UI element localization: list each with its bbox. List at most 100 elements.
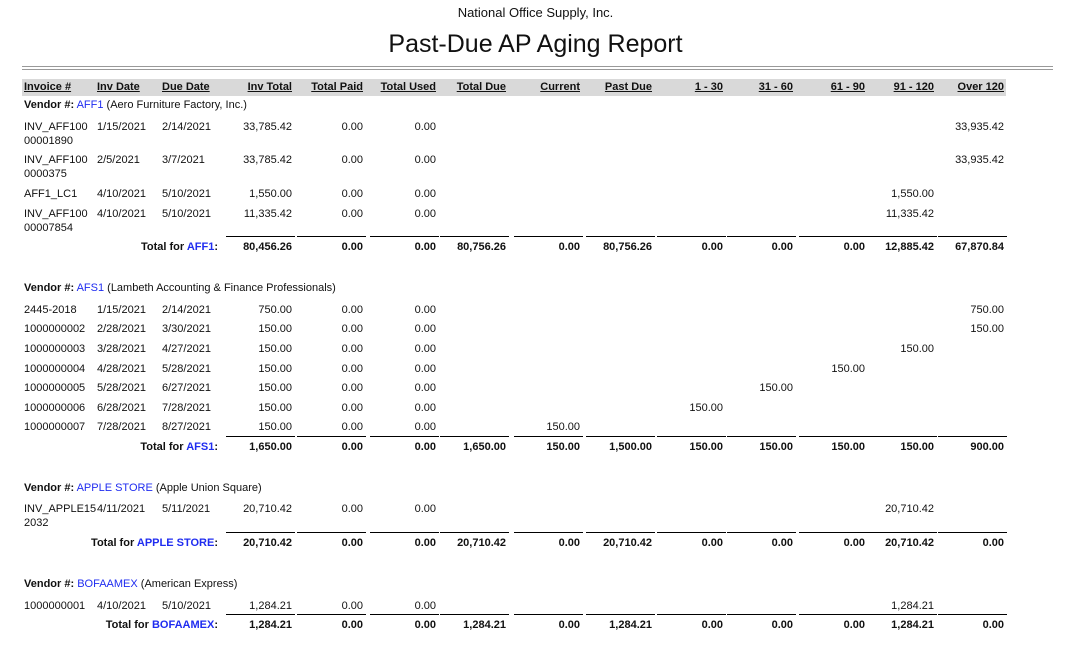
total-value: 0.00 [771, 241, 793, 254]
invoice-number: 1000000006 [24, 401, 86, 414]
vendor-line: Vendor #: APPLE STORE (Apple Union Squar… [24, 481, 262, 495]
total-rule [514, 236, 583, 238]
total-rule [868, 532, 937, 534]
total-suffix: : [214, 241, 218, 254]
cell-value: 4/10/2021 [97, 599, 146, 612]
vendor-label: Vendor #: [24, 481, 75, 494]
invoice-number: 2032 [24, 517, 49, 530]
total-label-text: Total for [105, 619, 149, 632]
vendor-line: Vendor #: AFS1 (Lambeth Accounting & Fin… [24, 281, 336, 295]
total-value: 0.00 [701, 537, 723, 550]
column-header: 91 - 120 [893, 81, 934, 93]
cell-value: 20,710.42 [885, 503, 934, 516]
total-value: 0.00 [701, 241, 723, 254]
invoice-number: 0000375 [24, 168, 67, 181]
total-rule [370, 532, 439, 534]
invoice-number: INV_AFF100 [24, 207, 88, 220]
cell-value: 11,335.42 [885, 207, 934, 220]
cell-value: 5/28/2021 [162, 362, 211, 375]
total-value: 0.00 [414, 537, 436, 550]
total-value: 0.00 [341, 440, 363, 453]
cell-value: 0.00 [341, 421, 363, 434]
header-band [22, 79, 1006, 96]
invoice-number: 2445-2018 [24, 303, 77, 316]
column-header: Inv Total [247, 81, 292, 93]
cell-value: 33,785.42 [243, 154, 292, 167]
total-rule [938, 532, 1007, 534]
column-header: Current [540, 81, 580, 93]
cell-value: 0.00 [341, 207, 363, 220]
invoice-number: 1000000005 [24, 382, 86, 395]
total-label-text: Total for [91, 537, 135, 550]
total-rule [514, 435, 583, 437]
total-value: 20,710.42 [243, 537, 292, 550]
invoice-number: 00001890 [24, 134, 73, 147]
total-rule [586, 614, 655, 616]
cell-value: 0.00 [341, 599, 363, 612]
column-header: Due Date [162, 81, 210, 93]
column-header: Total Used [380, 81, 436, 93]
total-rule [938, 236, 1007, 238]
cell-value: 4/10/2021 [97, 207, 146, 220]
vendor-code: AFF1 [76, 99, 104, 111]
cell-value: 150.00 [258, 323, 292, 336]
cell-value: 150.00 [759, 382, 793, 395]
invoice-number: 1000000004 [24, 362, 86, 375]
total-rule [440, 435, 509, 437]
cell-value: 0.00 [414, 187, 436, 200]
cell-value: 150.00 [258, 342, 292, 355]
cell-value: 8/27/2021 [162, 421, 211, 434]
column-header: Total Paid [311, 81, 363, 93]
total-value: 20,710.42 [885, 537, 934, 550]
total-rule [727, 532, 796, 534]
total-label-text: Total for [140, 241, 185, 254]
total-value: 900.00 [970, 440, 1004, 453]
total-rule [799, 532, 868, 534]
vendor-line: Vendor #: BOFAAMEX (American Express) [24, 577, 237, 591]
total-rule [370, 614, 439, 616]
total-value: 0.00 [414, 241, 436, 254]
total-rule [938, 435, 1007, 437]
cell-value: 150.00 [900, 342, 934, 355]
cell-value: 5/10/2021 [162, 187, 211, 200]
invoice-number: 1000000003 [24, 342, 86, 355]
column-header: 31 - 60 [758, 81, 793, 93]
total-rule [440, 614, 509, 616]
cell-value: 33,935.42 [955, 154, 1004, 167]
cell-value: 0.00 [341, 323, 363, 336]
cell-value: 0.00 [414, 382, 436, 395]
total-value: 1,650.00 [249, 440, 292, 453]
total-value: 0.00 [341, 537, 363, 550]
total-rule [586, 435, 655, 437]
vendor-name: (Apple Union Square) [155, 481, 262, 494]
total-value: 12,885.42 [885, 241, 934, 254]
cell-value: 3/28/2021 [97, 342, 146, 355]
invoice-number: INV_APPLE15 [24, 503, 97, 516]
total-value: 1,500.00 [609, 440, 652, 453]
vendor-line: Vendor #: AFF1 (Aero Furniture Factory, … [24, 98, 247, 112]
total-value: 0.00 [771, 619, 793, 632]
cell-value: 150.00 [258, 362, 292, 375]
total-rule [799, 236, 868, 238]
total-rule [297, 236, 366, 238]
cell-value: 0.00 [414, 503, 436, 516]
column-header: 1 - 30 [694, 81, 723, 93]
cell-value: 0.00 [341, 342, 363, 355]
cell-value: 1,284.21 [891, 599, 934, 612]
cell-value: 0.00 [414, 421, 436, 434]
total-rule [440, 236, 509, 238]
cell-value: 0.00 [414, 207, 436, 220]
total-value: 0.00 [843, 241, 865, 254]
total-value: 150.00 [759, 440, 793, 453]
cell-value: 0.00 [341, 187, 363, 200]
total-value: 0.00 [558, 537, 580, 550]
total-value: 67,870.84 [955, 241, 1004, 254]
vendor-name: (Aero Furniture Factory, Inc.) [106, 99, 247, 111]
cell-value: 1/15/2021 [97, 120, 146, 133]
cell-value: 5/10/2021 [162, 207, 211, 220]
cell-value: 0.00 [414, 323, 436, 336]
cell-value: 0.00 [341, 303, 363, 316]
cell-value: 3/7/2021 [162, 154, 205, 167]
cell-value: 20,710.42 [243, 503, 292, 516]
total-value: 0.00 [771, 537, 793, 550]
